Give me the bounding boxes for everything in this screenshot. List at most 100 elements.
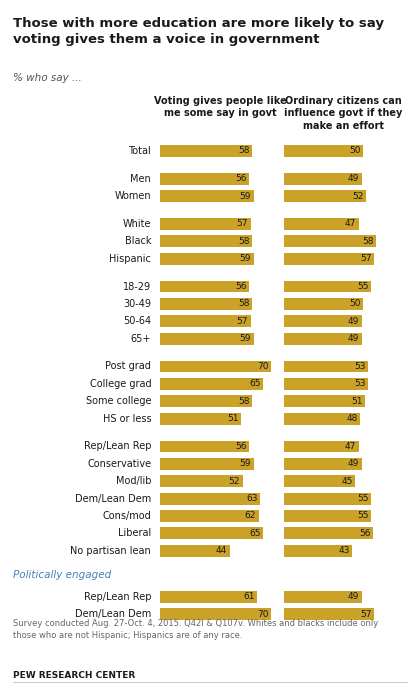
FancyBboxPatch shape [284, 280, 371, 292]
Text: 49: 49 [348, 592, 359, 601]
Text: Men: Men [131, 174, 151, 184]
Text: 62: 62 [245, 511, 256, 520]
Text: 65: 65 [249, 380, 261, 389]
Text: 53: 53 [354, 362, 365, 371]
Text: 52: 52 [353, 192, 364, 201]
Text: 47: 47 [345, 219, 356, 228]
FancyBboxPatch shape [284, 413, 360, 425]
FancyBboxPatch shape [160, 510, 259, 522]
Text: 57: 57 [360, 254, 372, 263]
Text: 50-64: 50-64 [123, 316, 151, 326]
Text: 57: 57 [236, 316, 248, 325]
FancyBboxPatch shape [284, 145, 363, 157]
Text: 70: 70 [257, 362, 269, 371]
FancyBboxPatch shape [160, 315, 251, 327]
Text: Dem/Lean Dem: Dem/Lean Dem [75, 609, 151, 619]
Text: 55: 55 [357, 511, 369, 520]
FancyBboxPatch shape [160, 396, 252, 407]
FancyBboxPatch shape [160, 298, 252, 310]
Text: Hispanic: Hispanic [109, 254, 151, 264]
FancyBboxPatch shape [284, 591, 362, 602]
Text: 51: 51 [351, 397, 362, 406]
Text: Politically engaged: Politically engaged [13, 570, 111, 580]
Text: 65: 65 [249, 529, 261, 538]
Text: 50: 50 [349, 146, 361, 155]
FancyBboxPatch shape [160, 333, 254, 345]
Text: Dem/Lean Dem: Dem/Lean Dem [75, 493, 151, 504]
FancyBboxPatch shape [284, 493, 371, 505]
Text: Voting gives people like
me some say in govt: Voting gives people like me some say in … [154, 96, 287, 118]
Text: White: White [123, 219, 151, 229]
FancyBboxPatch shape [160, 190, 254, 202]
Text: Those with more education are more likely to say
voting gives them a voice in go: Those with more education are more likel… [13, 17, 383, 46]
FancyBboxPatch shape [284, 378, 368, 390]
Text: College grad: College grad [89, 379, 151, 389]
Text: Survey conducted Aug. 27-Oct. 4, 2015. Q42I & Q107v. Whites and blacks include o: Survey conducted Aug. 27-Oct. 4, 2015. Q… [13, 619, 378, 640]
Text: 59: 59 [240, 192, 251, 201]
Text: 70: 70 [257, 610, 269, 618]
Text: 49: 49 [348, 174, 359, 183]
Text: 48: 48 [346, 414, 357, 423]
FancyBboxPatch shape [160, 441, 249, 452]
FancyBboxPatch shape [284, 545, 352, 557]
Text: 47: 47 [345, 442, 356, 451]
Text: 45: 45 [341, 477, 353, 486]
FancyBboxPatch shape [284, 510, 371, 522]
Text: 51: 51 [227, 414, 239, 423]
Text: 59: 59 [240, 254, 251, 263]
FancyBboxPatch shape [284, 475, 355, 487]
Text: 30-49: 30-49 [123, 299, 151, 309]
Text: 55: 55 [357, 282, 369, 291]
FancyBboxPatch shape [284, 315, 362, 327]
FancyBboxPatch shape [284, 458, 362, 470]
FancyBboxPatch shape [284, 298, 363, 310]
FancyBboxPatch shape [160, 173, 249, 185]
Text: 58: 58 [238, 397, 249, 406]
Text: 50: 50 [349, 299, 361, 308]
FancyBboxPatch shape [284, 527, 373, 539]
Text: 52: 52 [229, 477, 240, 486]
FancyBboxPatch shape [284, 361, 368, 373]
Text: 57: 57 [236, 219, 248, 228]
FancyBboxPatch shape [284, 235, 376, 247]
Text: Rep/Lean Rep: Rep/Lean Rep [84, 592, 151, 602]
Text: Total: Total [129, 146, 151, 156]
Text: % who say ...: % who say ... [13, 73, 81, 83]
FancyBboxPatch shape [284, 333, 362, 345]
Text: 58: 58 [238, 237, 249, 246]
Text: Ordinary citizens can
influence govt if they
make an effort: Ordinary citizens can influence govt if … [284, 96, 403, 130]
FancyBboxPatch shape [160, 545, 230, 557]
FancyBboxPatch shape [160, 608, 271, 620]
FancyBboxPatch shape [284, 190, 367, 202]
Text: 59: 59 [240, 459, 251, 468]
FancyBboxPatch shape [284, 218, 359, 230]
FancyBboxPatch shape [160, 235, 252, 247]
Text: 49: 49 [348, 316, 359, 325]
Text: HS or less: HS or less [102, 414, 151, 423]
FancyBboxPatch shape [160, 475, 243, 487]
FancyBboxPatch shape [160, 493, 260, 505]
Text: Mod/lib: Mod/lib [116, 476, 151, 486]
FancyBboxPatch shape [284, 253, 375, 264]
FancyBboxPatch shape [160, 280, 249, 292]
Text: Some college: Some college [86, 396, 151, 406]
Text: 58: 58 [238, 146, 249, 155]
Text: 49: 49 [348, 335, 359, 344]
FancyBboxPatch shape [160, 527, 263, 539]
Text: 56: 56 [359, 529, 370, 538]
Text: 56: 56 [235, 442, 247, 451]
Text: 57: 57 [360, 610, 372, 618]
Text: Cons/mod: Cons/mod [102, 511, 151, 521]
FancyBboxPatch shape [160, 145, 252, 157]
FancyBboxPatch shape [284, 441, 359, 452]
Text: 59: 59 [240, 335, 251, 344]
Text: 56: 56 [235, 174, 247, 183]
Text: Black: Black [125, 237, 151, 246]
Text: 49: 49 [348, 459, 359, 468]
Text: 43: 43 [338, 546, 349, 555]
Text: 58: 58 [362, 237, 373, 246]
FancyBboxPatch shape [160, 218, 251, 230]
Text: 63: 63 [246, 494, 257, 503]
FancyBboxPatch shape [160, 378, 263, 390]
Text: Liberal: Liberal [118, 528, 151, 539]
